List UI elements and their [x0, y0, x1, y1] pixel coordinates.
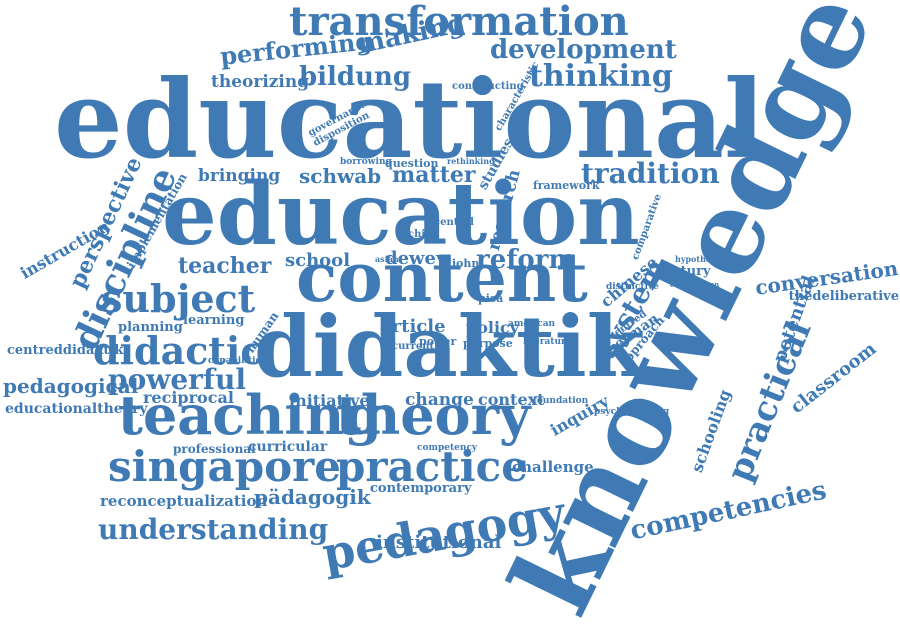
word-singapore: singapore — [108, 442, 341, 491]
word-curricular: curricular — [248, 439, 328, 455]
word-understanding: understanding — [98, 513, 329, 546]
word-john: john — [452, 257, 480, 270]
word-reciprocal: reciprocal — [143, 388, 234, 407]
word-literature: literature — [523, 337, 572, 347]
word-matter: matter — [392, 162, 476, 188]
word-china: china — [408, 229, 439, 240]
word-development: development — [490, 35, 677, 65]
word-teaching: teaching — [118, 383, 382, 447]
word-didactic: didactic — [93, 328, 264, 373]
word-foundation: foundation — [533, 396, 589, 406]
word-borrowing: borrowing — [340, 157, 392, 167]
word-pedagogical: pedagogical — [3, 374, 139, 398]
word-article: article — [380, 316, 446, 337]
word-competency: competency — [417, 443, 478, 453]
word-dewey: dewey — [385, 248, 447, 269]
word-contemporary: contemporary — [370, 481, 472, 496]
word-education: education — [162, 164, 640, 265]
word-asian: asian — [375, 254, 399, 264]
word-schwab: schwab — [299, 164, 382, 188]
word-theorizing: theorizing — [211, 72, 310, 92]
word-content: content — [296, 238, 588, 318]
word-challenge: challenge — [512, 458, 594, 476]
word-professional: professional — [173, 442, 256, 456]
word-padagogik: pädagogik — [254, 485, 371, 509]
word-subject: subject — [101, 276, 256, 321]
word-hypothesis: hypothesis — [675, 254, 724, 264]
word-school: school — [285, 250, 351, 271]
word-didaktik: didaktik — [254, 297, 645, 396]
word-bringing: bringing — [198, 166, 281, 186]
word-educationaltheory: educationaltheory — [5, 401, 148, 417]
word-rethinking: rethinking — [447, 156, 495, 166]
word-institutional: institutional — [376, 532, 502, 553]
word-practice: practice — [336, 442, 528, 491]
word-educational: educational — [54, 57, 765, 183]
word-context: context — [478, 390, 545, 409]
word-century: century — [655, 264, 711, 279]
word-thinking: thinking — [529, 59, 673, 94]
word-purpose: purpose — [463, 337, 513, 350]
word-centreddidaktik: centreddidaktik — [7, 343, 124, 358]
word-question: question — [385, 157, 439, 170]
word-tradition: tradition — [581, 157, 720, 190]
word-framework: framework — [533, 179, 600, 192]
word-psychologizing: psychologizing — [594, 407, 670, 417]
word-bildung: bildung — [299, 62, 412, 92]
word-change: change — [405, 390, 474, 410]
word-initiative: initiative — [289, 391, 370, 410]
word-power: power — [419, 335, 457, 348]
word-american: american — [508, 319, 556, 329]
word-thedeliberative: thedeliberative — [788, 289, 899, 304]
word-policy: policy — [466, 318, 520, 337]
word-theory: theory — [336, 383, 531, 447]
word-planning: planning — [118, 320, 183, 335]
word-reform: reform — [476, 245, 576, 275]
word-pisa: pisa — [478, 292, 504, 305]
word-capabilities: capabilities — [208, 356, 267, 366]
word-teacher: teacher — [178, 253, 272, 279]
word-contribution: contribution — [670, 280, 720, 289]
word-powerful: powerful — [108, 363, 246, 396]
word-distinctive: distinctive — [606, 282, 659, 292]
word-transformation: transformation — [289, 0, 629, 45]
word-central: central — [434, 217, 474, 228]
word-reconceptualization: reconceptualization — [100, 492, 268, 510]
word-learning: learning — [183, 313, 245, 328]
word-current: current — [392, 341, 435, 352]
word-constructing: constructing — [452, 81, 524, 92]
